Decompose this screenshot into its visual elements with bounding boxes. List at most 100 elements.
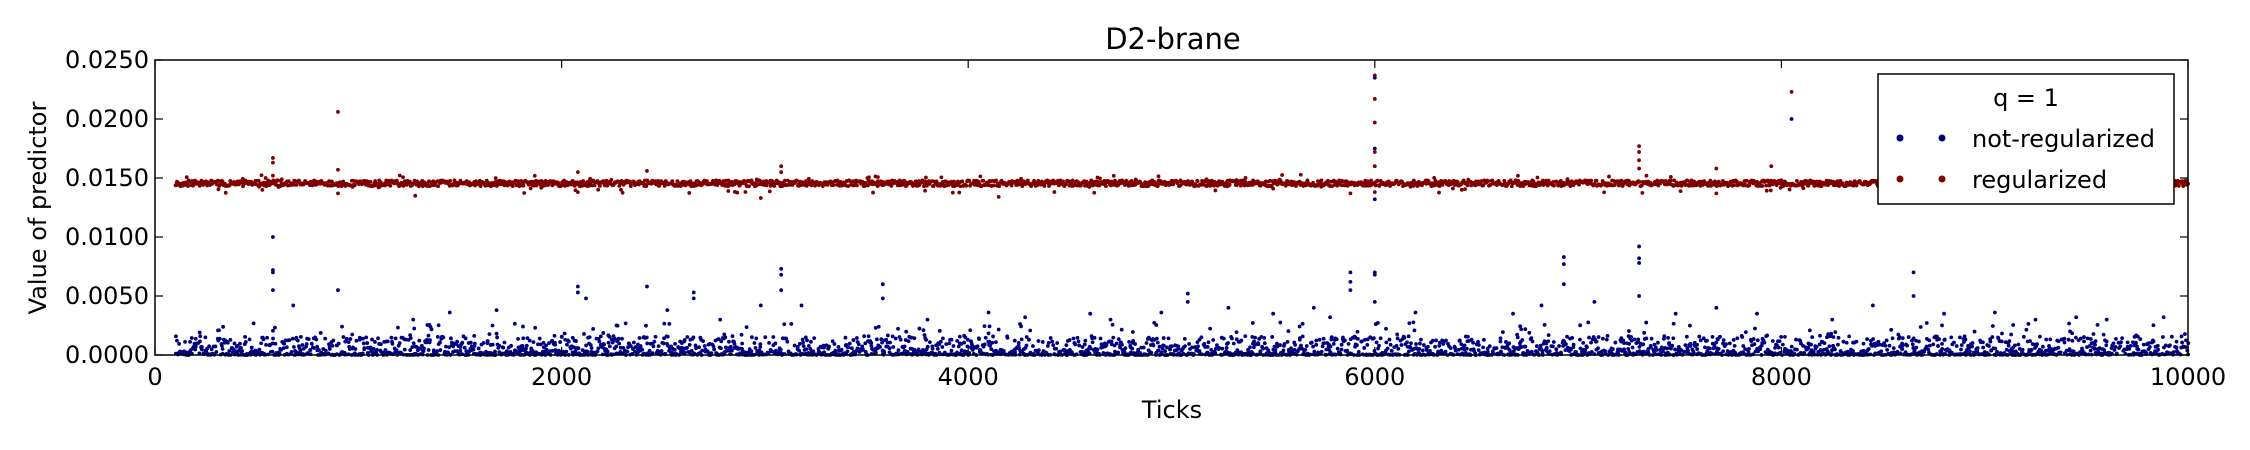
point-not-regularized — [1833, 347, 1837, 352]
point-not-regularized — [1456, 347, 1461, 352]
point-not-regularized — [1182, 336, 1187, 341]
point-not-regularized-outlier — [1348, 288, 1353, 292]
point-not-regularized — [361, 336, 365, 341]
point-not-regularized — [1402, 335, 1407, 340]
point-not-regularized-outlier — [1561, 282, 1566, 287]
point-not-regularized — [1596, 346, 1600, 351]
point-not-regularized — [1547, 349, 1552, 354]
point-not-regularized — [2147, 345, 2152, 349]
point-regularized — [994, 178, 998, 183]
point-not-regularized — [944, 342, 949, 347]
point-not-regularized — [1430, 338, 1435, 343]
point-not-regularized — [644, 323, 648, 328]
point-not-regularized — [2009, 332, 2014, 337]
point-not-regularized — [778, 347, 783, 352]
point-not-regularized — [959, 348, 964, 353]
point-not-regularized — [500, 345, 505, 350]
point-not-regularized — [1054, 346, 1059, 351]
point-not-regularized — [1519, 345, 1524, 349]
point-not-regularized — [1866, 347, 1871, 351]
point-not-regularized — [878, 345, 882, 349]
point-not-regularized — [977, 337, 982, 342]
point-not-regularized-outlier — [575, 290, 580, 295]
point-not-regularized — [536, 342, 540, 347]
point-not-regularized — [1716, 347, 1721, 351]
point-not-regularized — [1649, 336, 1654, 341]
point-not-regularized — [839, 347, 844, 352]
point-not-regularized — [2035, 342, 2039, 347]
point-not-regularized — [2070, 331, 2075, 336]
point-not-regularized — [767, 340, 771, 345]
point-not-regularized — [1273, 348, 1278, 352]
point-regularized — [960, 179, 965, 184]
point-not-regularized — [1836, 335, 1841, 340]
point-not-regularized — [559, 335, 564, 339]
point-regularized — [923, 188, 928, 193]
point-not-regularized — [1827, 344, 1832, 349]
point-not-regularized — [1092, 335, 1097, 340]
point-not-regularized — [1818, 348, 1823, 352]
point-not-regularized — [537, 336, 542, 341]
point-not-regularized — [1027, 337, 1031, 342]
point-not-regularized — [1119, 327, 1124, 332]
point-not-regularized — [801, 340, 805, 345]
point-not-regularized — [1111, 335, 1116, 340]
point-not-regularized — [1940, 341, 1944, 346]
point-not-regularized — [1981, 340, 1985, 345]
point-not-regularized — [550, 338, 555, 343]
point-not-regularized — [1879, 349, 1884, 354]
point-not-regularized — [1993, 346, 1998, 351]
point-not-regularized — [702, 344, 707, 348]
point-not-regularized — [631, 340, 636, 345]
point-not-regularized — [1157, 344, 1162, 349]
point-not-regularized — [1916, 339, 1921, 344]
point-not-regularized — [336, 341, 341, 346]
point-not-regularized — [1083, 338, 1088, 343]
point-not-regularized — [749, 349, 754, 354]
point-not-regularized — [429, 327, 434, 332]
point-not-regularized — [947, 341, 952, 346]
point-not-regularized — [533, 325, 538, 330]
point-not-regularized — [1762, 340, 1767, 345]
point-not-regularized — [298, 334, 303, 339]
point-not-regularized — [832, 342, 837, 346]
point-not-regularized — [888, 340, 892, 345]
point-regularized — [991, 183, 996, 188]
point-not-regularized — [1412, 328, 1417, 333]
point-not-regularized — [1036, 348, 1041, 353]
point-not-regularized-outlier — [1023, 315, 1028, 320]
point-not-regularized — [495, 335, 500, 340]
point-not-regularized — [1662, 336, 1666, 341]
point-not-regularized — [228, 337, 233, 342]
point-not-regularized — [1906, 335, 1911, 339]
point-regularized — [1450, 186, 1455, 191]
point-not-regularized — [183, 340, 187, 344]
point-not-regularized — [1861, 341, 1866, 346]
point-not-regularized — [2169, 334, 2174, 339]
point-not-regularized — [424, 340, 429, 345]
point-not-regularized — [327, 347, 332, 351]
point-not-regularized — [1523, 344, 1528, 349]
point-not-regularized — [595, 349, 600, 354]
point-not-regularized — [1836, 342, 1840, 347]
point-not-regularized — [1504, 340, 1508, 344]
point-not-regularized — [701, 339, 705, 344]
point-not-regularized — [927, 340, 932, 345]
point-not-regularized — [1050, 339, 1055, 344]
point-not-regularized — [1165, 345, 1169, 350]
point-not-regularized-outlier — [986, 310, 991, 315]
point-not-regularized-outlier — [494, 308, 499, 313]
point-not-regularized — [509, 343, 514, 348]
point-not-regularized — [784, 336, 789, 341]
point-not-regularized-outlier — [1328, 315, 1332, 320]
point-not-regularized — [282, 341, 287, 346]
point-not-regularized — [2174, 339, 2179, 344]
point-not-regularized — [1900, 343, 1905, 348]
point-not-regularized — [2067, 321, 2071, 326]
point-not-regularized — [243, 340, 248, 344]
point-not-regularized — [957, 334, 962, 339]
point-not-regularized — [1641, 342, 1646, 347]
point-not-regularized — [520, 343, 525, 348]
point-not-regularized — [963, 335, 968, 340]
point-not-regularized — [2028, 339, 2032, 343]
